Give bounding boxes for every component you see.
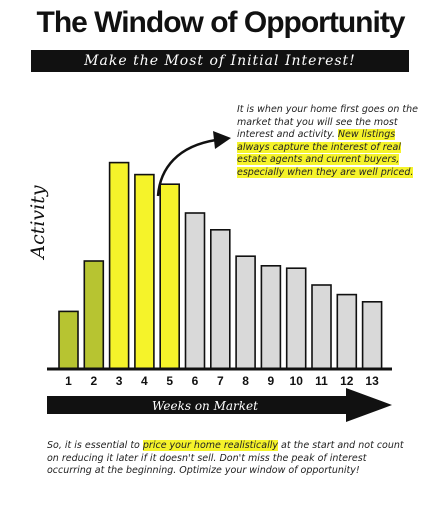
tick-label-4: 4 (141, 374, 148, 388)
footer-after: at the start and not count on reducing i… (47, 440, 404, 476)
tick-label-9: 9 (268, 374, 275, 388)
x-axis-label: Weeks on Market (152, 399, 258, 413)
tick-label-1: 1 (65, 374, 72, 388)
tick-label-13: 13 (365, 374, 379, 388)
arrowhead-icon (213, 131, 231, 149)
footer-before: So, it is essential to (47, 440, 143, 451)
subtitle-banner: Make the Most of Initial Interest! (31, 50, 409, 72)
tick-label-7: 7 (217, 374, 224, 388)
bar-week-2 (83, 260, 105, 370)
bar-week-12 (336, 293, 358, 370)
bar-week-5 (159, 183, 180, 370)
curved-arrow-icon (156, 138, 217, 197)
footer-highlight: price your home realistically (142, 440, 278, 451)
footer-text: So, it is essential to price your home r… (47, 440, 407, 478)
bar-week-6 (184, 212, 206, 370)
x-axis-arrow (47, 388, 392, 422)
bar-week-9 (260, 264, 282, 370)
bar-week-10 (285, 267, 307, 370)
callout-plain: It is when your home first goes on the m… (237, 104, 419, 140)
tick-label-2: 2 (90, 374, 97, 388)
bar-week-3 (108, 161, 130, 370)
bar-week-1 (58, 310, 79, 370)
tick-label-5: 5 (166, 374, 173, 388)
bars-group (58, 161, 383, 370)
tick-label-12: 12 (340, 374, 354, 388)
bar-week-8 (235, 255, 256, 370)
tick-label-6: 6 (192, 374, 199, 388)
bar-week-7 (210, 229, 231, 370)
tick-label-3: 3 (116, 374, 123, 388)
tick-label-10: 10 (290, 374, 304, 388)
tick-labels-group: 1 2 3 4 5 6 7 8 9 10 11 12 13 (65, 374, 379, 388)
tick-label-11: 11 (315, 374, 328, 388)
tick-label-8: 8 (242, 374, 249, 388)
callout-text: It is when your home first goes on the m… (237, 104, 429, 179)
bar-week-4 (134, 173, 155, 370)
y-axis-label: Activity (27, 185, 49, 261)
chart-title: The Window of Opportunity (36, 6, 406, 39)
bar-week-13 (361, 300, 383, 370)
bar-week-11 (311, 284, 332, 370)
